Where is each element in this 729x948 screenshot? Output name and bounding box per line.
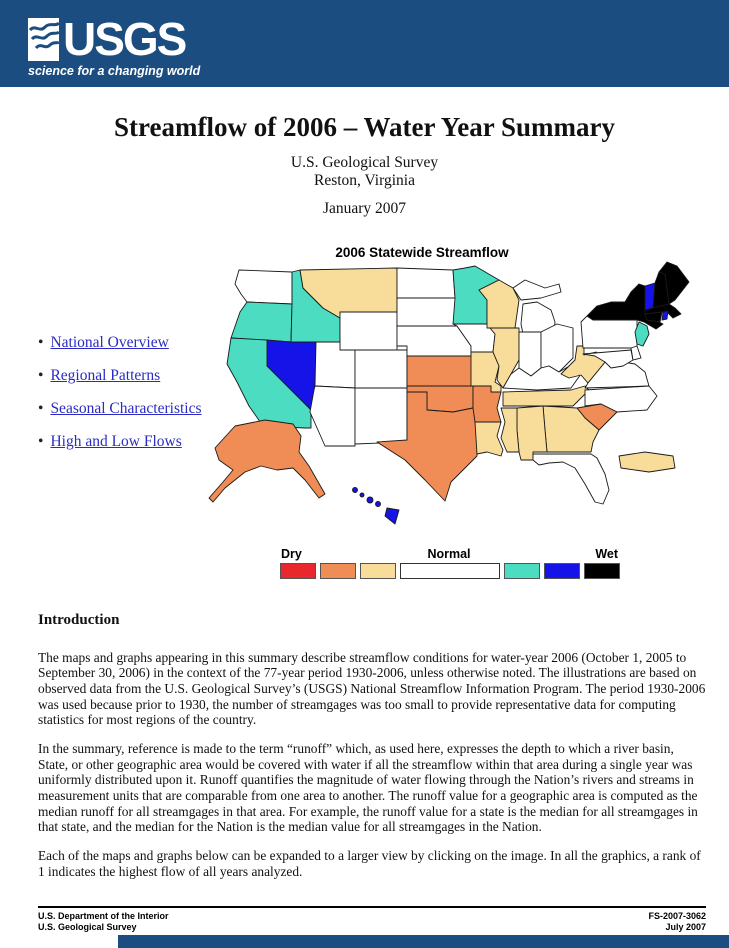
state-HI[interactable] bbox=[384, 507, 400, 525]
state-PA[interactable] bbox=[580, 315, 638, 349]
state-FL[interactable] bbox=[532, 453, 610, 505]
nav-item-high-low-flows: • High and Low Flows bbox=[38, 433, 202, 451]
legend-swatch-normal bbox=[400, 563, 500, 579]
legend-swatch-dry-2 bbox=[320, 563, 356, 579]
footer-usgs: U.S. Geological Survey bbox=[38, 922, 137, 932]
legend-label-wet: Wet bbox=[595, 547, 618, 561]
puerto-rico-inset bbox=[618, 451, 676, 473]
footer-pub-date: July 2007 bbox=[665, 922, 706, 932]
bottom-bar bbox=[118, 935, 729, 948]
footer-dept-interior: U.S. Department of the Interior bbox=[38, 911, 169, 921]
usgs-logo: USGS bbox=[28, 13, 187, 65]
bullet-icon: • bbox=[38, 400, 44, 417]
footer-factsheet-number: FS-2007-3062 bbox=[648, 911, 706, 921]
state-TX[interactable] bbox=[376, 391, 478, 502]
section-nav: • National Overview • Regional Patterns • S… bbox=[38, 334, 202, 466]
state-IN[interactable] bbox=[518, 331, 542, 377]
nav-item-national-overview: • National Overview bbox=[38, 334, 202, 352]
alaska-inset bbox=[208, 419, 326, 503]
nav-link-high-low-flows[interactable]: High and Low Flows bbox=[50, 433, 182, 450]
nav-link-regional-patterns[interactable]: Regional Patterns bbox=[50, 367, 161, 384]
state-WI[interactable] bbox=[478, 279, 520, 329]
introduction-heading: Introduction bbox=[38, 612, 120, 628]
statewide-streamflow-map[interactable] bbox=[207, 260, 712, 545]
nav-item-seasonal-characteristics: • Seasonal Characteristics bbox=[38, 400, 202, 418]
usgs-tagline: science for a changing world bbox=[28, 64, 201, 78]
state-HI[interactable] bbox=[375, 501, 381, 507]
state-KS[interactable] bbox=[406, 355, 474, 387]
lower-48-states bbox=[226, 261, 690, 505]
state-NC[interactable] bbox=[584, 385, 658, 413]
state-MS[interactable] bbox=[500, 407, 520, 453]
nav-link-national-overview[interactable]: National Overview bbox=[50, 334, 169, 351]
state-CT[interactable] bbox=[644, 311, 663, 323]
map-title: 2006 Statewide Streamflow bbox=[335, 245, 509, 260]
page-title: Streamflow of 2006 – Water Year Summary bbox=[114, 112, 615, 142]
introduction-section: Introduction The maps and graphs appeari… bbox=[38, 612, 706, 892]
state-WA[interactable] bbox=[234, 269, 293, 305]
state-ND[interactable] bbox=[396, 267, 456, 299]
state-KY[interactable] bbox=[502, 363, 582, 391]
state-AZ[interactable] bbox=[309, 385, 356, 447]
state-OR[interactable] bbox=[230, 301, 293, 343]
state-PR[interactable] bbox=[618, 451, 676, 473]
nav-link-seasonal-characteristics[interactable]: Seasonal Characteristics bbox=[50, 400, 202, 417]
legend-label-normal: Normal bbox=[427, 547, 471, 561]
footer-rule bbox=[38, 906, 706, 908]
publication-date: January 2007 bbox=[322, 200, 407, 217]
state-ME[interactable] bbox=[658, 261, 690, 305]
state-HI[interactable] bbox=[359, 492, 365, 498]
footer-agency: U.S. Department of the Interior U.S. Geo… bbox=[38, 911, 169, 933]
state-DE[interactable] bbox=[630, 345, 642, 361]
state-AK[interactable] bbox=[208, 419, 326, 503]
legend-swatch-dry-3 bbox=[360, 563, 396, 579]
state-LA[interactable] bbox=[474, 421, 504, 457]
subtitle-agency: U.S. Geological Survey bbox=[290, 154, 439, 171]
state-SD[interactable] bbox=[396, 297, 458, 327]
legend-swatch-dry-1 bbox=[280, 563, 316, 579]
state-RI[interactable] bbox=[661, 310, 669, 321]
state-HI[interactable] bbox=[366, 496, 374, 504]
state-CO[interactable] bbox=[354, 349, 408, 389]
state-CA[interactable] bbox=[226, 337, 312, 429]
legend-label-dry: Dry bbox=[281, 547, 302, 561]
nav-item-regional-patterns: • Regional Patterns bbox=[38, 367, 202, 385]
bullet-icon: • bbox=[38, 433, 44, 450]
usgs-wave-icon bbox=[28, 18, 61, 61]
legend-swatch-wet-2 bbox=[544, 563, 580, 579]
legend-swatch-wet-3 bbox=[584, 563, 620, 579]
state-NM[interactable] bbox=[354, 387, 408, 445]
subtitle-location: Reston, Virginia bbox=[314, 172, 415, 189]
usgs-header-banner: USGS science for a changing world bbox=[0, 0, 729, 87]
state-WY[interactable] bbox=[339, 311, 398, 351]
bullet-icon: • bbox=[38, 367, 44, 384]
state-NJ[interactable] bbox=[634, 321, 650, 347]
bullet-icon: • bbox=[38, 334, 44, 351]
state-HI[interactable] bbox=[352, 487, 358, 493]
hawaii-inset bbox=[352, 487, 400, 525]
footer-pub-info: FS-2007-3062 July 2007 bbox=[648, 911, 706, 933]
intro-paragraph-3: Each of the maps and graphs below can be… bbox=[38, 847, 701, 879]
state-OH[interactable] bbox=[540, 323, 574, 373]
intro-paragraph-1: The maps and graphs appearing in this su… bbox=[38, 649, 706, 728]
state-AL[interactable] bbox=[516, 405, 548, 461]
legend-swatch-wet-1 bbox=[504, 563, 540, 579]
intro-paragraph-2: In the summary, reference is made to the… bbox=[38, 740, 698, 835]
usgs-wordmark: USGS bbox=[63, 13, 187, 65]
state-AR[interactable] bbox=[472, 385, 502, 423]
